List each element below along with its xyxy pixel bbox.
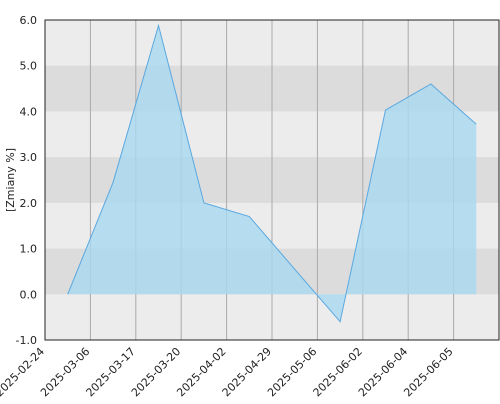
area: [67, 25, 477, 322]
y-tick-label: 6.0: [20, 14, 38, 27]
y-tick-label: -1.0: [16, 334, 37, 347]
line: [67, 23, 477, 323]
y-tick-label: 5.0: [20, 60, 38, 73]
y-axis-label: [Zmiany %]: [4, 148, 17, 212]
y-tick-label: 0.0: [20, 288, 38, 301]
y-tick-label: 3.0: [20, 151, 38, 164]
y-tick-label: 2.0: [20, 197, 38, 210]
x-tick-label: 2025-06-05: [401, 345, 455, 399]
plot-border: [44, 19, 500, 341]
y-tick-label: 4.0: [20, 105, 38, 118]
y-tick-label: 1.0: [20, 243, 38, 256]
